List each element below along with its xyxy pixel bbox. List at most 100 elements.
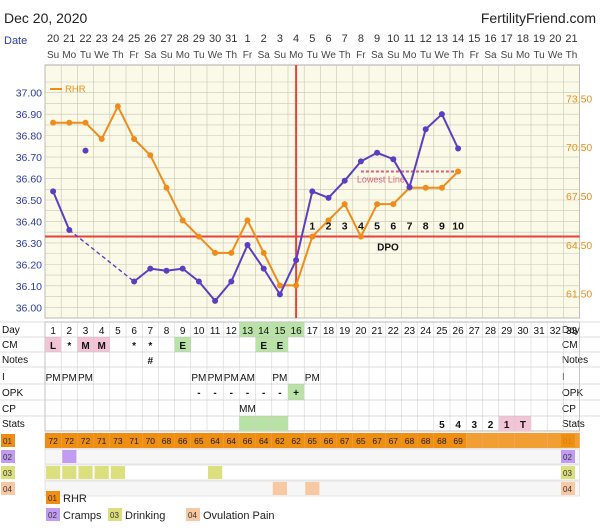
custom-marked-cell <box>78 466 93 479</box>
intercourse-value: AM <box>240 373 255 384</box>
y-tick-right: 64.50 <box>566 240 592 252</box>
stats-value: 2 <box>488 420 494 431</box>
row-label-left: Day <box>2 325 20 336</box>
rhr-point <box>147 152 154 159</box>
cycle-day-number: 15 <box>274 326 286 337</box>
custom-marked-cell <box>110 466 125 479</box>
date-number: 16 <box>484 33 496 45</box>
rhr-cell <box>93 433 110 448</box>
weekday-label: Tu <box>80 50 91 61</box>
cycle-day-number: 17 <box>307 326 319 337</box>
rhr-cell-value: 66 <box>243 436 253 446</box>
weekday-label: Su <box>160 50 172 61</box>
rhr-point <box>244 217 251 224</box>
opk-value: - <box>278 388 281 399</box>
intercourse-value: PM <box>62 373 77 384</box>
temperature-segment <box>408 128 427 188</box>
y-tick-left: 36.30 <box>16 238 42 250</box>
row-label-right: CM <box>562 340 578 351</box>
rhr-cell <box>320 433 337 448</box>
rhr-cell-value: 69 <box>453 436 463 446</box>
dpo-number: 10 <box>452 220 464 232</box>
weekday-label: Tu <box>307 50 318 61</box>
custom-marked-cell <box>62 466 77 479</box>
rhr-cell-empty <box>514 433 531 448</box>
rhr-cell-value: 64 <box>259 436 269 446</box>
cycle-day-number: 18 <box>323 326 335 337</box>
temperature-point <box>276 291 283 298</box>
cycle-day-number: 24 <box>420 326 432 337</box>
rhr-point <box>341 201 348 208</box>
date-number: 30 <box>209 33 221 45</box>
opk-value: - <box>230 388 233 399</box>
date-number: 1 <box>244 33 250 45</box>
custom-marked-cell <box>62 450 77 463</box>
temperature-point <box>179 265 186 272</box>
temperature-segment <box>425 113 443 130</box>
y-tick-right: 61.50 <box>566 289 592 301</box>
weekday-label: Su <box>47 50 59 61</box>
opk-value: - <box>262 388 265 399</box>
rhr-cell-value: 71 <box>97 436 107 446</box>
rhr-cell-value: 64 <box>210 436 220 446</box>
rhr-cell <box>450 433 467 448</box>
row-label-left: OPK <box>2 388 23 399</box>
cycle-day-number: 7 <box>148 326 154 337</box>
cm-value: * <box>67 341 71 352</box>
temperature-point <box>131 278 138 285</box>
date-number: 5 <box>309 33 315 45</box>
temperature-point <box>195 278 202 285</box>
rhr-point <box>50 119 57 126</box>
temperature-segment <box>214 280 233 302</box>
temperature-segment <box>230 244 249 282</box>
stats-highlight-cell <box>255 416 272 431</box>
rhr-cell-empty <box>547 433 564 448</box>
date-number: 23 <box>96 33 108 45</box>
cycle-day-number: 29 <box>501 326 513 337</box>
y-tick-left: 36.70 <box>16 152 42 164</box>
cycle-day-number: 28 <box>485 326 497 337</box>
custom-row-code: 01 <box>3 437 12 446</box>
rhr-point <box>66 119 73 126</box>
y-tick-right: 67.50 <box>566 191 592 203</box>
intercourse-value: PM <box>191 373 206 384</box>
weekday-label: Su <box>387 50 399 61</box>
cm-value: M <box>98 341 106 352</box>
date-number: 21 <box>565 33 577 45</box>
temperature-segment <box>198 280 216 302</box>
rhr-cell-empty <box>498 433 515 448</box>
cycle-day-number: 4 <box>99 326 105 337</box>
date-number: 10 <box>387 33 399 45</box>
weekday-label: Th <box>225 50 237 61</box>
rhr-cell-value: 72 <box>81 436 91 446</box>
legend: 01 RHR 02 Cramps 03 Drinking 04 Ovulation Pain <box>46 491 275 522</box>
temperature-point <box>163 267 170 274</box>
custom-row-code-badge <box>1 434 15 447</box>
row-label-left: Stats <box>2 419 25 430</box>
row-label-right: OPK <box>562 388 583 399</box>
rhr-cell <box>109 433 126 448</box>
rhr-cell-value: 72 <box>48 436 58 446</box>
cycle-day-number: 16 <box>291 326 303 337</box>
intercourse-value: PM <box>78 373 93 384</box>
cycle-day-number: 1 <box>50 326 56 337</box>
cycle-day-number: 6 <box>131 326 137 337</box>
weekday-label: Th <box>339 50 351 61</box>
rhr-point <box>422 184 429 191</box>
highlight-day-cell <box>239 322 256 337</box>
date-number: 22 <box>79 33 91 45</box>
opk-value: - <box>197 388 200 399</box>
rhr-cell <box>352 433 369 448</box>
custom-row-code-badge-right <box>561 450 575 463</box>
rhr-cell-value: 64 <box>227 436 237 446</box>
temperature-segment <box>392 158 411 188</box>
rhr-point <box>455 168 462 175</box>
temperature-segment <box>327 180 346 199</box>
row-label-left: CP <box>2 404 16 415</box>
temperature-point <box>438 111 445 118</box>
legend-code-badge <box>108 508 122 521</box>
date-number: 14 <box>452 33 464 45</box>
temperature-point <box>455 145 462 152</box>
y-tick-right: 70.50 <box>566 142 592 154</box>
custom-row-code-right: 04 <box>563 485 572 494</box>
